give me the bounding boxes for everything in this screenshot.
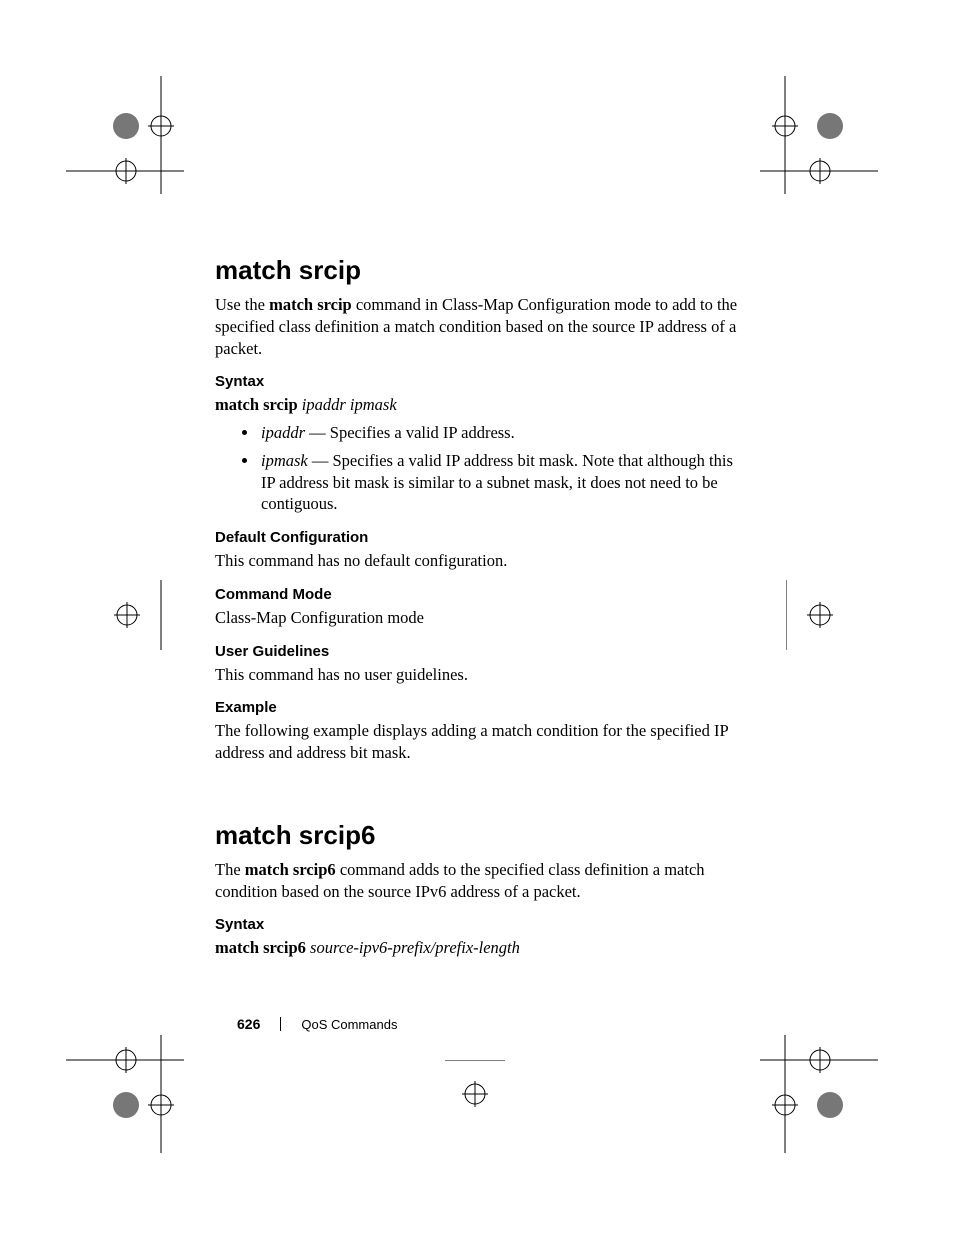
default-text: This command has no default configuratio… <box>215 550 745 572</box>
guidelines-heading: User Guidelines <box>215 643 745 660</box>
param-desc: — Specifies a valid IP address bit mask.… <box>261 451 733 514</box>
crop-mark-bottom-center <box>445 1060 505 1120</box>
crop-mark-mid-right <box>786 580 846 650</box>
syntax-args: ipaddr ipmask <box>298 395 397 414</box>
syntax-heading: Syntax <box>215 916 745 933</box>
section-name: QoS Commands <box>301 1017 397 1032</box>
syntax-cmd: match srcip6 <box>215 938 306 957</box>
page-content: match srcip Use the match srcip command … <box>215 255 745 965</box>
page-footer: 626 QoS Commands <box>237 1016 397 1032</box>
param-desc: — Specifies a valid IP address. <box>305 423 515 442</box>
intro-paragraph: The match srcip6 command adds to the spe… <box>215 859 745 903</box>
syntax-line: match srcip ipaddr ipmask <box>215 394 745 416</box>
param-name: ipaddr <box>261 423 305 442</box>
guidelines-text: This command has no user guidelines. <box>215 664 745 686</box>
mode-heading: Command Mode <box>215 586 745 603</box>
example-heading: Example <box>215 699 745 716</box>
intro-pre: The <box>215 860 245 879</box>
footer-divider <box>280 1017 281 1031</box>
command-title: match srcip6 <box>215 820 745 851</box>
param-item: ipmask — Specifies a valid IP address bi… <box>259 450 745 515</box>
page-number: 626 <box>237 1016 260 1032</box>
intro-cmd: match srcip <box>269 295 352 314</box>
param-item: ipaddr — Specifies a valid IP address. <box>259 422 745 444</box>
crop-mark-mid-left <box>103 580 163 650</box>
syntax-cmd: match srcip <box>215 395 298 414</box>
intro-paragraph: Use the match srcip command in Class-Map… <box>215 294 745 359</box>
syntax-line: match srcip6 source-ipv6-prefix/prefix-l… <box>215 937 745 959</box>
syntax-heading: Syntax <box>215 373 745 390</box>
param-list: ipaddr — Specifies a valid IP address. i… <box>215 422 745 515</box>
command-title: match srcip <box>215 255 745 286</box>
crop-mark-top-left <box>66 76 186 196</box>
intro-cmd: match srcip6 <box>245 860 336 879</box>
intro-pre: Use the <box>215 295 269 314</box>
crop-mark-top-right <box>760 76 880 196</box>
crop-mark-bottom-right <box>760 1035 880 1155</box>
param-name: ipmask <box>261 451 308 470</box>
crop-mark-bottom-left <box>66 1035 186 1155</box>
mode-text: Class-Map Configuration mode <box>215 607 745 629</box>
default-heading: Default Configuration <box>215 529 745 546</box>
syntax-args: source-ipv6-prefix/prefix-length <box>306 938 520 957</box>
example-text: The following example displays adding a … <box>215 720 745 764</box>
